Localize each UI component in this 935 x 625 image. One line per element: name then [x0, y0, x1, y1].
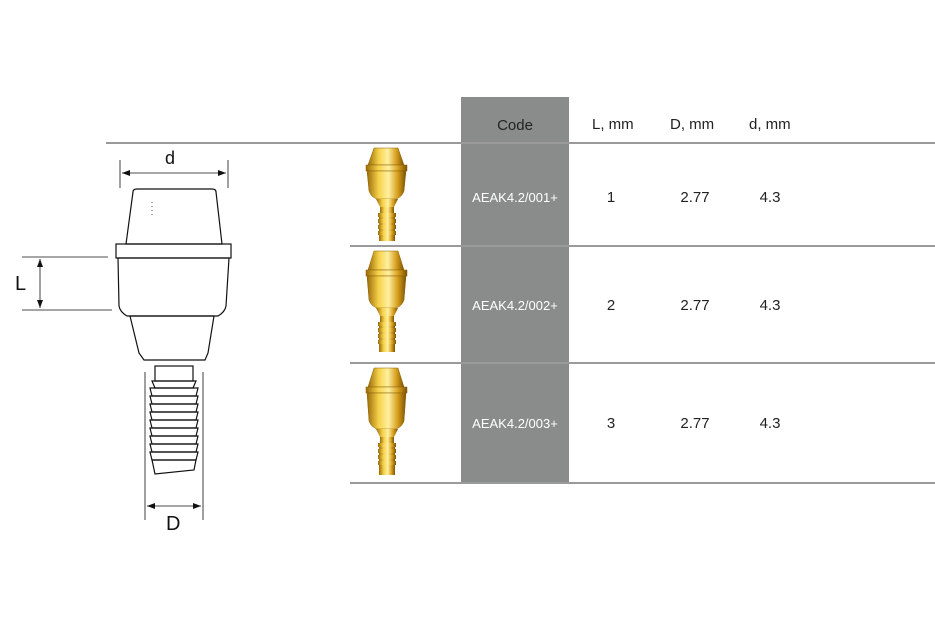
- row-rule-2: [350, 362, 935, 364]
- abutment-image-1: [365, 147, 408, 241]
- d-big-cell: 2.77: [680, 415, 710, 432]
- header-rule: [106, 142, 935, 144]
- abutment-technical-drawing: [22, 160, 232, 520]
- d-small-cell: 4.3: [759, 189, 781, 206]
- dimension-label-L: L: [15, 273, 27, 295]
- header-d-big-mm: D, mm: [670, 116, 715, 133]
- dimension-label-D: D: [166, 513, 181, 535]
- d-big-cell: 2.77: [680, 297, 710, 314]
- l-cell: 1: [606, 189, 616, 206]
- d-big-cell: 2.77: [680, 189, 710, 206]
- header-code: Code: [497, 117, 533, 134]
- header-l-mm: L, mm: [592, 116, 634, 133]
- code-cell: AEAK4.2/002+: [472, 298, 558, 313]
- code-cell: AEAK4.2/001+: [472, 190, 558, 205]
- d-small-cell: 4.3: [759, 415, 781, 432]
- abutment-image-2: [365, 250, 408, 352]
- header-d-small-mm: d, mm: [749, 116, 791, 133]
- code-column-background: [461, 97, 569, 484]
- l-cell: 3: [606, 415, 616, 432]
- code-cell: AEAK4.2/003+: [472, 416, 558, 431]
- row-rule-3: [350, 482, 935, 484]
- l-cell: 2: [606, 297, 616, 314]
- abutment-image-3: [365, 367, 408, 475]
- row-rule-1: [350, 245, 935, 247]
- d-small-cell: 4.3: [759, 297, 781, 314]
- dimension-label-d: d: [165, 148, 176, 168]
